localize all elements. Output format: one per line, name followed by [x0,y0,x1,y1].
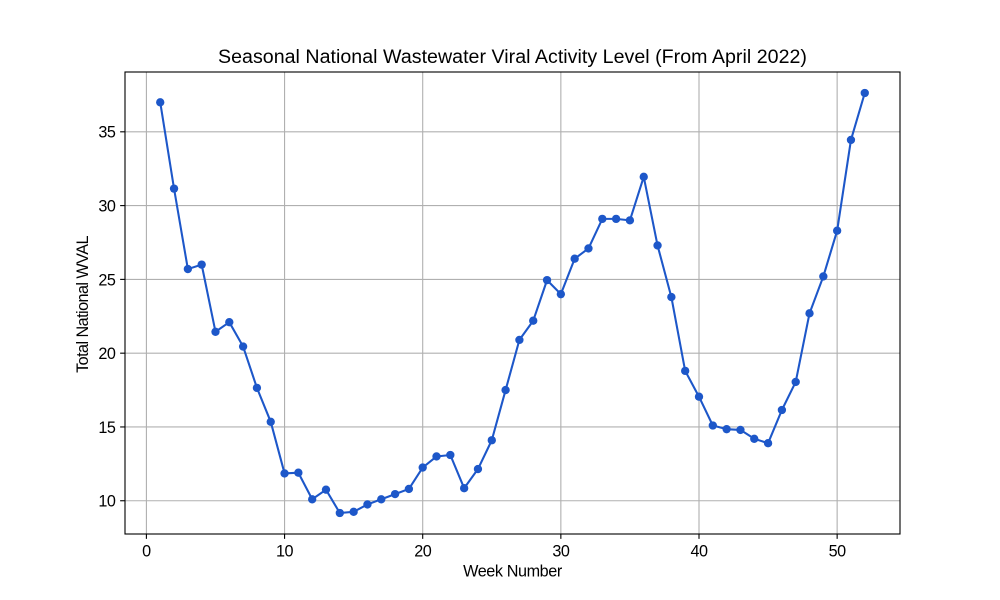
svg-text:20: 20 [414,542,432,560]
svg-text:Seasonal National Wastewater V: Seasonal National Wastewater Viral Activ… [218,46,807,68]
svg-text:30: 30 [98,198,116,216]
svg-text:50: 50 [829,542,847,560]
svg-text:Total National WVAL: Total National WVAL [74,236,92,373]
svg-text:15: 15 [98,419,116,437]
svg-text:35: 35 [98,124,116,142]
svg-text:40: 40 [690,542,708,560]
svg-text:Week Number: Week Number [463,562,563,580]
svg-text:0: 0 [142,542,151,560]
svg-text:10: 10 [98,493,116,511]
svg-text:25: 25 [98,271,116,289]
svg-text:30: 30 [552,542,570,560]
svg-text:20: 20 [98,345,116,363]
svg-text:10: 10 [276,542,294,560]
